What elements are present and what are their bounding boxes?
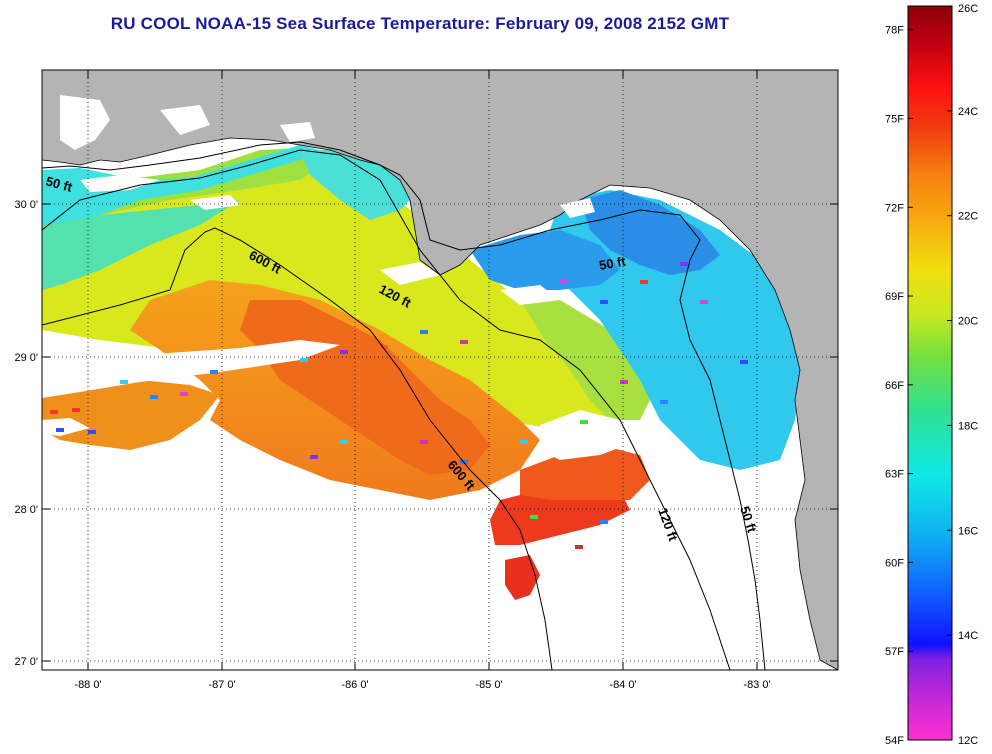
tick-marks: [42, 70, 838, 670]
isobath-label-50ft-west: 50 ft: [44, 173, 74, 195]
isobath-label-50ft-east: 50 ft: [598, 253, 628, 273]
lat-tick-label: 27 0': [14, 656, 38, 668]
sst-blue-zone-bigbend: [470, 230, 620, 290]
lat-tick-label: 29 0': [14, 352, 38, 364]
map-frame: [41, 69, 839, 671]
lon-tick-labels: -88 0' -87 0' -86 0' -85 0' -84 0' -83 0…: [74, 679, 770, 691]
sst-red-patch-1: [505, 555, 540, 600]
isobath-120ft: [42, 149, 731, 670]
sst-red-zone-east: [520, 445, 650, 500]
isobath-50ft: [42, 141, 766, 670]
land-mass: [42, 70, 838, 670]
sst-orange-west: [42, 380, 220, 450]
cloud-streaks: [42, 175, 838, 670]
lon-tick-label: -88 0': [74, 679, 101, 691]
lat-tick-label: 30 0': [14, 199, 38, 211]
lon-tick-label: -87 0': [208, 679, 235, 691]
pixel-noise: [50, 78, 748, 549]
sst-field: [42, 145, 800, 600]
lon-tick-label: -83 0': [743, 679, 770, 691]
sst-green-zone-fl: [520, 300, 650, 420]
sst-teal-zone-nw: [42, 200, 240, 290]
lat-tick-labels: 30 0' 29 0' 28 0' 27 0': [14, 199, 38, 668]
lon-tick-label: -86 0': [341, 679, 368, 691]
isobath-600ft: [42, 227, 553, 670]
isobaths: [42, 141, 766, 670]
map-title: RU COOL NOAA-15 Sea Surface Temperature:…: [110, 14, 730, 33]
lat-tick-label: 28 0': [14, 504, 38, 516]
lon-tick-label: -84 0': [609, 679, 636, 691]
coastal-bays: [60, 95, 595, 218]
lat-lon-grid: [42, 70, 838, 670]
sst-cyan-zone-nw: [42, 145, 320, 260]
lon-tick-label: -85 0': [475, 679, 502, 691]
sst-blue-zone-fl: [580, 190, 720, 275]
